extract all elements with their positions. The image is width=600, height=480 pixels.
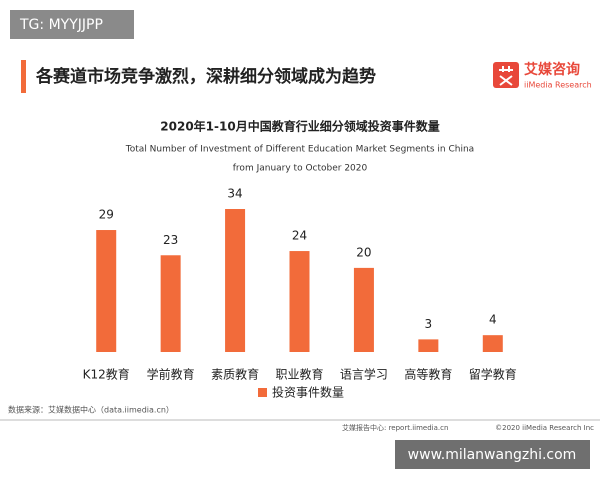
chart-subtitle: Total Number of Investment of Different … bbox=[125, 145, 474, 155]
logo-sub: iiMedia Research bbox=[524, 81, 592, 90]
watermark-text: www.milanwangzhi.com bbox=[408, 447, 577, 463]
data-label: 20 bbox=[356, 245, 371, 259]
chart-title: 2020年1-10月中国教育行业细分领域投资事件数量 bbox=[160, 119, 439, 134]
bar bbox=[418, 339, 439, 352]
legend-label: 投资事件数量 bbox=[272, 385, 344, 400]
x-tick-label: 语言学习 bbox=[340, 367, 388, 382]
bar bbox=[96, 230, 117, 352]
x-tick-label: 素质教育 bbox=[211, 367, 259, 382]
bar bbox=[225, 209, 246, 352]
legend-swatch bbox=[258, 388, 267, 397]
footer-copyright: ©2020 iiMedia Research Inc bbox=[495, 424, 594, 432]
x-tick-label: 留学教育 bbox=[469, 367, 517, 382]
bar bbox=[482, 335, 503, 352]
x-tick-label: 职业教育 bbox=[275, 367, 323, 382]
footer-report: 艾媒报告中心: report.iimedia.cn bbox=[342, 423, 448, 432]
source: 数据来源：艾媒数据中心（data.iimedia.cn） bbox=[8, 405, 174, 415]
logo-glyph bbox=[499, 66, 513, 86]
data-label: 29 bbox=[99, 208, 114, 222]
x-tick-label: K12教育 bbox=[83, 367, 130, 382]
chart-subtitle: from January to October 2020 bbox=[233, 164, 368, 174]
data-label: 34 bbox=[227, 187, 242, 201]
data-label: 4 bbox=[489, 313, 497, 327]
bar bbox=[289, 251, 310, 352]
logo-icon bbox=[493, 62, 519, 88]
watermark-box bbox=[395, 440, 590, 469]
data-label: 24 bbox=[292, 229, 307, 243]
data-label: 23 bbox=[163, 233, 178, 247]
data-label: 3 bbox=[425, 317, 433, 331]
header-accent bbox=[21, 60, 26, 93]
x-tick-label: 高等教育 bbox=[404, 367, 452, 382]
x-tick-label: 学前教育 bbox=[147, 367, 195, 382]
logo-name: 艾媒咨询 bbox=[524, 61, 580, 78]
watermark-text: TG: MYYJJPP bbox=[19, 17, 103, 33]
bar bbox=[160, 255, 181, 352]
header-title: 各赛道市场竞争激烈，深耕细分领域成为趋势 bbox=[35, 66, 376, 87]
watermark-box bbox=[10, 10, 134, 39]
bar bbox=[353, 267, 374, 352]
